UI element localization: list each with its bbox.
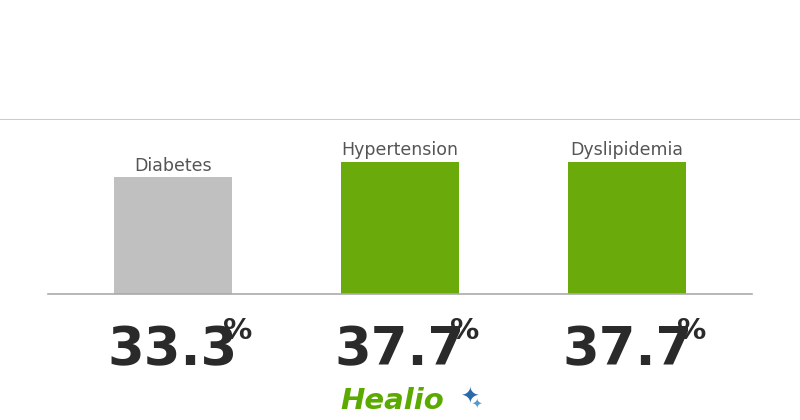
Text: %: % <box>450 317 479 344</box>
Text: %: % <box>222 317 252 344</box>
Text: Hypertension: Hypertension <box>342 141 458 159</box>
Text: fatty pancreas had increased incidence of:: fatty pancreas had increased incidence o… <box>142 80 658 100</box>
Text: During long-term follow-up, subjects with: During long-term follow-up, subjects wit… <box>147 32 653 52</box>
Text: %: % <box>677 317 706 344</box>
Text: 33.3: 33.3 <box>108 325 238 377</box>
Text: Diabetes: Diabetes <box>134 157 212 175</box>
Bar <box>341 162 459 294</box>
Bar <box>114 177 232 294</box>
Text: 37.7: 37.7 <box>335 325 465 377</box>
Bar <box>568 162 686 294</box>
Text: 37.7: 37.7 <box>562 325 692 377</box>
Text: Healio: Healio <box>340 387 444 415</box>
Text: ✦: ✦ <box>471 399 482 412</box>
Text: Dyslipidemia: Dyslipidemia <box>570 141 683 159</box>
Text: ✦: ✦ <box>460 388 478 408</box>
